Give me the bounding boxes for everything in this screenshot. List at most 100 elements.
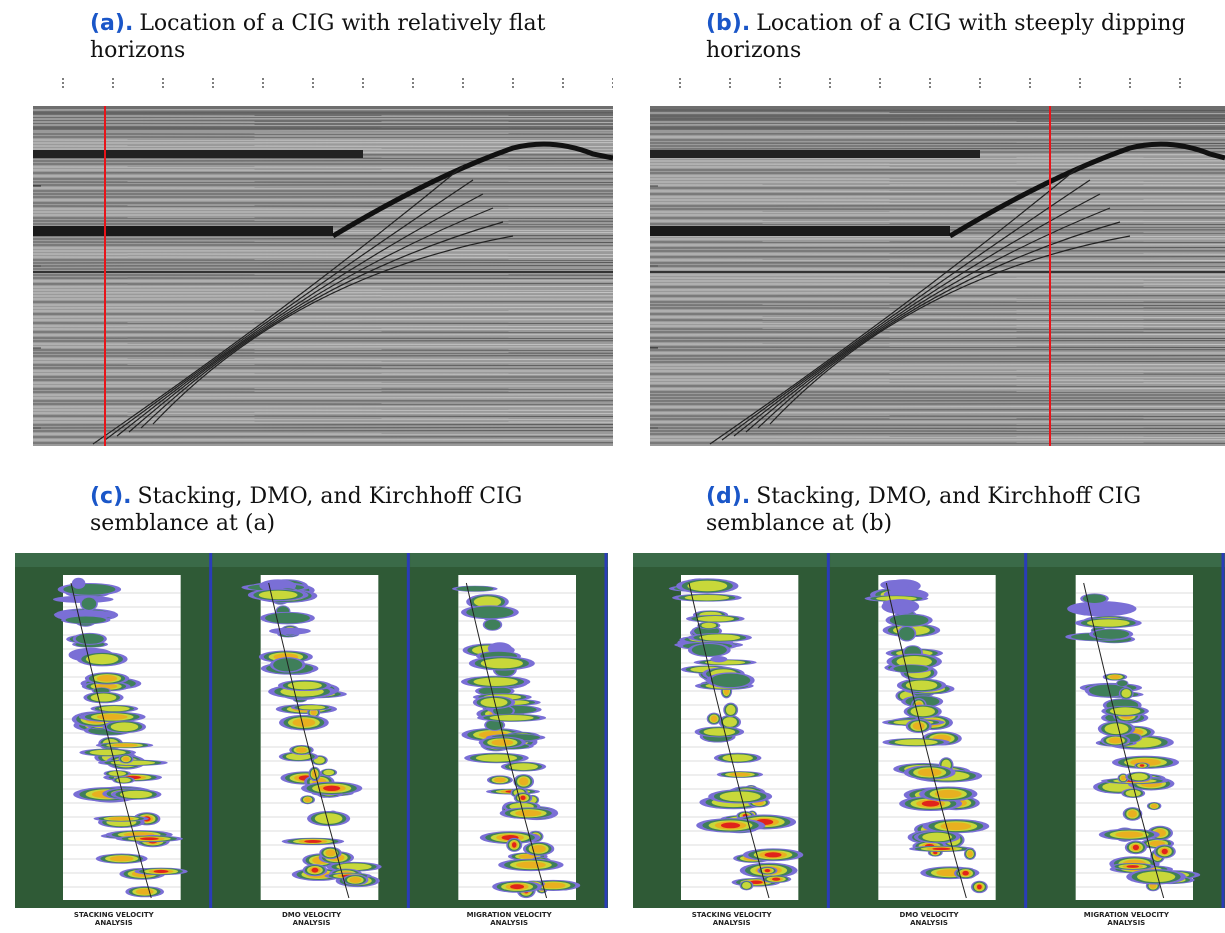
semblance-blob	[336, 863, 372, 871]
semblance-blob	[684, 594, 730, 601]
semblance-blob	[110, 722, 139, 732]
semblance-blob	[85, 653, 119, 665]
dip-event	[721, 179, 1091, 441]
semblance-blob	[719, 791, 761, 802]
semblance-blob	[912, 722, 925, 730]
semblance-blob	[905, 680, 938, 691]
semblance-blob	[893, 665, 929, 673]
semblance-blob	[921, 800, 940, 807]
semblance-blob	[882, 599, 911, 606]
semblance-blob	[1108, 737, 1123, 744]
title-bar	[1027, 553, 1225, 567]
caption: (b). Location of a CIG with steeply dippi…	[706, 10, 1186, 64]
semblance-blob	[531, 844, 546, 853]
semblance-blob	[108, 816, 134, 821]
semblance-blob	[977, 884, 982, 890]
dome	[948, 141, 1225, 239]
analysis-label: DMO VELOCITY	[899, 911, 959, 919]
semblance-blob	[489, 715, 534, 721]
dome	[331, 141, 613, 239]
semblance-blob	[466, 606, 514, 619]
semblance-blob	[1094, 603, 1107, 616]
caption-text: Stacking, DMO, and Kirchhoff CIG semblan…	[90, 484, 523, 536]
analysis-label: STACKING VELOCITY	[74, 911, 155, 919]
semblance-blob	[696, 616, 735, 622]
dip-event	[116, 193, 484, 437]
caption: (c). Stacking, DMO, and Kirchhoff CIG sem…	[90, 483, 570, 537]
horizon	[650, 226, 950, 236]
caption: (d). Stacking, DMO, and Kirchhoff CIG sem…	[706, 483, 1186, 537]
dip-event	[745, 207, 1111, 433]
semblance-blob	[515, 810, 542, 817]
semblance-blob	[520, 795, 526, 801]
semblance-blob	[110, 760, 156, 766]
caption-text: Location of a CIG with steeply dipping h…	[706, 11, 1186, 63]
semblance-blob	[1137, 871, 1176, 883]
semblance-blob	[304, 839, 322, 843]
semblance-blob	[1115, 831, 1144, 838]
semblance-blob	[71, 577, 86, 589]
semblance-blob	[880, 580, 910, 590]
semblance-blob	[1139, 764, 1145, 767]
semblance-blob	[325, 849, 336, 857]
semblance-blob	[480, 658, 523, 669]
velocity-pick	[465, 582, 548, 899]
semblance-blob	[764, 852, 782, 858]
analysis-label: ANALYSIS	[1107, 919, 1145, 927]
semblance-blob	[917, 768, 942, 777]
semblance-blob	[1128, 810, 1138, 818]
semblance-blob	[314, 813, 343, 824]
panel-label: (a).	[90, 11, 134, 36]
semblance-blob	[722, 717, 738, 727]
semblance-blob	[285, 753, 312, 761]
semblance-blob	[90, 693, 117, 702]
semblance-blob	[1117, 680, 1128, 687]
dip-event	[152, 235, 514, 425]
semblance-blob	[518, 777, 529, 786]
analysis-label: ANALYSIS	[490, 919, 528, 927]
analysis-label: ANALYSIS	[910, 919, 948, 927]
semblance-blob	[493, 777, 506, 783]
semblance-blob	[295, 747, 308, 753]
semblance-blob	[111, 743, 138, 747]
title-bar	[830, 553, 1028, 567]
semblance-blob	[1161, 848, 1168, 855]
semblance-blob	[99, 705, 130, 712]
semblance-blob	[1082, 594, 1107, 603]
analysis-label: STACKING VELOCITY	[692, 911, 773, 919]
semblance-blob	[135, 888, 154, 895]
semblance-blob	[687, 580, 728, 592]
semblance-blob	[540, 882, 566, 889]
semblance-blob	[265, 612, 310, 624]
semblance-blob	[962, 870, 969, 876]
semblance-blob	[491, 739, 514, 746]
dip-event	[104, 179, 474, 441]
panel-label: (c).	[90, 484, 132, 509]
title-bar	[410, 553, 608, 567]
title-bar	[212, 553, 411, 567]
semblance-blob	[96, 675, 118, 682]
semblance-blob	[153, 869, 169, 873]
semblance-blob	[1130, 773, 1148, 781]
panel-label: (b).	[706, 11, 751, 36]
dip-event	[733, 193, 1101, 437]
semblance-blob	[742, 881, 751, 889]
semblance-blob	[298, 705, 326, 710]
title-bar	[633, 553, 831, 567]
semblance-blob	[764, 869, 771, 873]
semblance-blob	[1104, 723, 1129, 735]
semblance-blob	[910, 706, 935, 717]
semblance-blob	[1125, 789, 1141, 797]
semblance-blob	[511, 842, 517, 848]
dip-event	[709, 165, 1081, 445]
semblance-blob	[710, 673, 751, 688]
semblance-blob	[729, 772, 751, 777]
semblance-blob	[258, 590, 298, 600]
semblance-blob	[894, 739, 938, 746]
semblance-blob	[691, 644, 727, 656]
semblance-blob	[932, 847, 951, 851]
semblance-blob	[720, 822, 741, 829]
caption: (a). Location of a CIG with relatively fl…	[90, 10, 570, 64]
